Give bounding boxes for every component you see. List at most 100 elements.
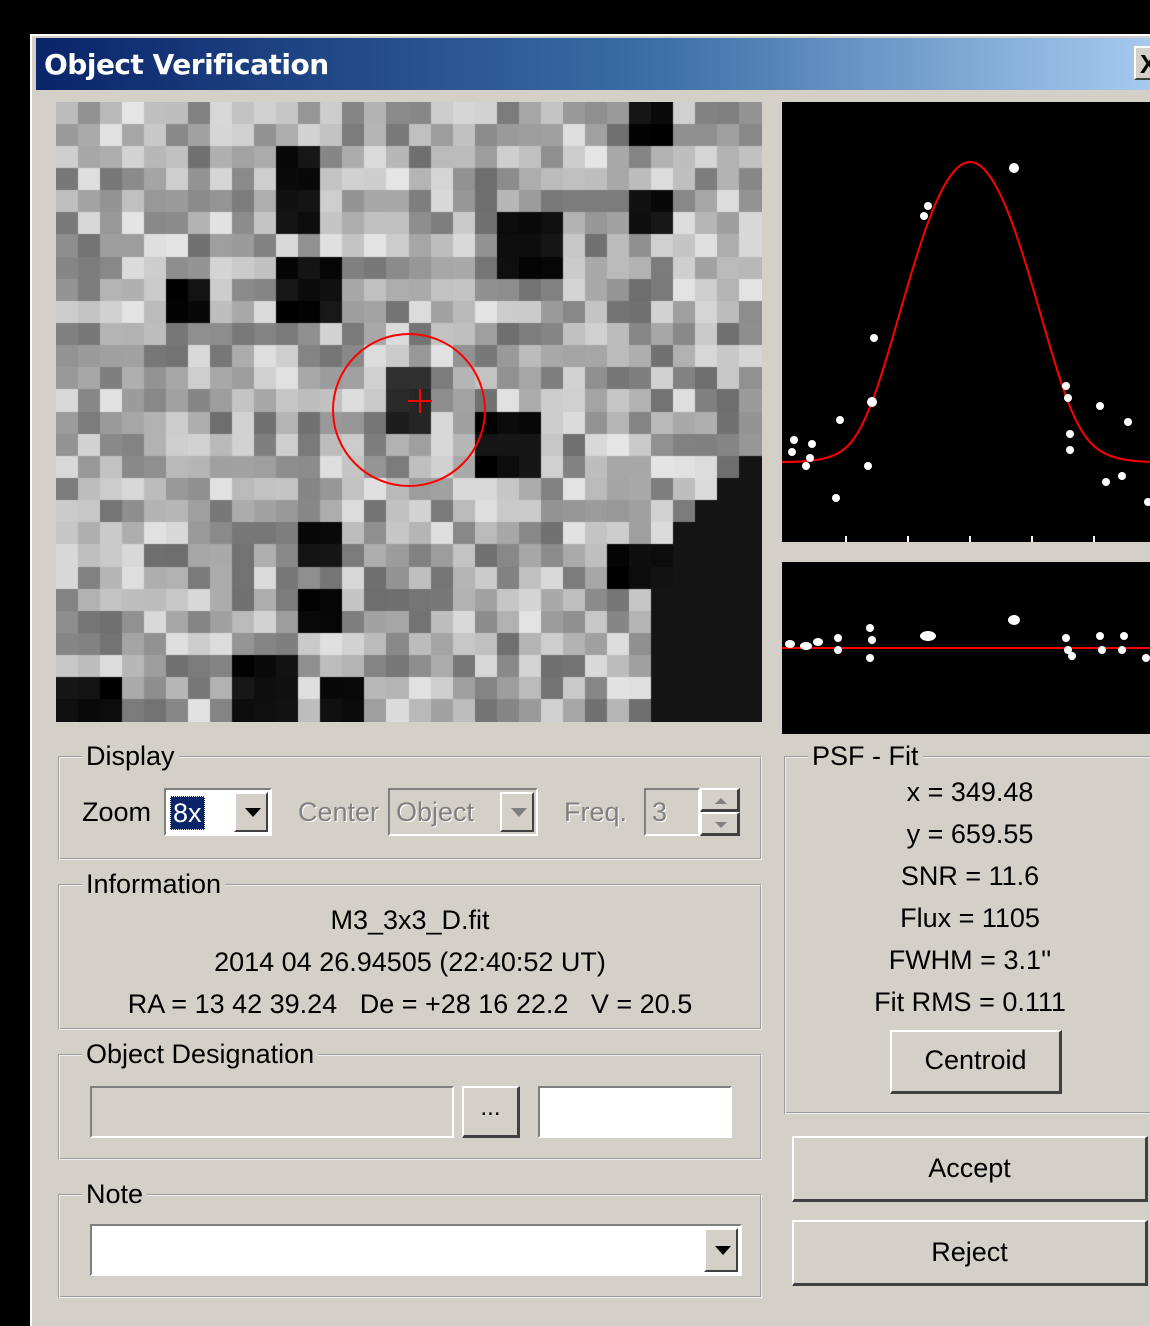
psf-snr: SNR = 11.6 <box>900 861 1040 891</box>
freq-value: 3 <box>652 797 668 827</box>
chevron-down-icon <box>500 792 534 832</box>
note-legend: Note <box>82 1178 148 1210</box>
profile-points <box>788 163 1150 506</box>
residual-svg <box>782 615 1150 662</box>
profile-point <box>1064 394 1072 402</box>
profile-point <box>836 416 844 424</box>
psf-x: x = 349.48 <box>906 777 1034 807</box>
residual-point <box>866 624 874 632</box>
info-coords: RA = 13 42 39.24 De = +28 16 22.2 V = 20… <box>127 989 693 1019</box>
profile-point <box>864 462 872 470</box>
residual-point <box>1064 646 1072 654</box>
psf-fwhm: FWHM = 3.1'' <box>888 945 1052 975</box>
designation-field-2[interactable] <box>538 1086 732 1138</box>
residual-point <box>834 634 842 642</box>
residual-point <box>1062 634 1070 642</box>
note-group: Note <box>58 1178 762 1298</box>
accept-button[interactable]: Accept <box>792 1136 1148 1202</box>
profile-point <box>1009 163 1019 173</box>
image-viewer[interactable] <box>56 102 762 722</box>
profile-point <box>832 494 840 502</box>
target-overlay <box>332 333 486 487</box>
designation-group: Object Designation ... <box>58 1038 762 1160</box>
info-datetime: 2014 04 26.94505 (22:40:52 UT) <box>214 947 606 977</box>
accept-label: Accept <box>928 1153 1011 1183</box>
profile-point <box>920 212 928 220</box>
designation-field-1[interactable] <box>90 1086 454 1138</box>
profile-point <box>808 440 816 448</box>
residual-point <box>1118 646 1126 654</box>
profile-point <box>1066 446 1074 454</box>
star-image <box>56 102 762 722</box>
psf-fit-group: PSF - Fit x = 349.48 y = 659.55 SNR = 11… <box>784 740 1150 1114</box>
profile-point <box>1066 430 1074 438</box>
profile-point <box>1102 478 1110 486</box>
reject-button[interactable]: Reject <box>792 1220 1148 1286</box>
profile-point <box>806 454 814 462</box>
note-select[interactable] <box>90 1224 742 1276</box>
residual-point <box>1098 646 1106 654</box>
profile-point <box>788 448 796 456</box>
residual-point <box>1096 632 1104 640</box>
psf-rms: Fit RMS = 0.111 <box>874 987 1066 1017</box>
residual-point <box>800 642 812 650</box>
residual-points <box>785 615 1150 662</box>
profile-point <box>1062 382 1070 390</box>
browse-button-label: ... <box>480 1094 501 1121</box>
profile-point <box>1118 472 1126 480</box>
profile-point <box>1124 418 1132 426</box>
window-title: Object Verification <box>44 48 329 81</box>
residual-point <box>1008 615 1020 625</box>
chevron-down-icon[interactable] <box>234 792 268 832</box>
psf-profile-plot <box>782 102 1150 542</box>
freq-input[interactable]: 3 <box>644 788 700 836</box>
residual-point <box>868 636 876 644</box>
gaussian-fit-curve <box>782 160 1150 463</box>
center-select[interactable]: Object <box>388 788 538 836</box>
info-filename: M3_3x3_D.fit <box>330 905 490 935</box>
spin-down-icon[interactable] <box>700 812 740 836</box>
residual-point <box>1120 632 1128 640</box>
title-bar[interactable]: Object Verification X <box>36 38 1150 90</box>
center-value: Object <box>396 797 475 827</box>
reject-label: Reject <box>931 1237 1008 1267</box>
chevron-down-icon[interactable] <box>704 1228 738 1272</box>
zoom-label: Zoom <box>82 797 152 827</box>
designation-legend: Object Designation <box>82 1038 319 1070</box>
profile-point <box>870 334 878 342</box>
information-legend: Information <box>82 868 226 900</box>
display-legend: Display <box>82 740 179 772</box>
display-group: Display Zoom 8x Center Object Freq. 3 <box>58 740 762 860</box>
center-label: Center <box>298 797 380 827</box>
residual-point <box>1142 654 1150 662</box>
profile-point <box>867 397 877 407</box>
browse-button[interactable]: ... <box>462 1086 520 1138</box>
psf-legend: PSF - Fit <box>808 740 923 772</box>
zoom-value: 8x <box>170 796 205 830</box>
residual-point <box>920 631 936 641</box>
profile-point <box>1096 402 1104 410</box>
aperture-circle <box>332 333 486 487</box>
information-group: Information M3_3x3_D.fit 2014 04 26.9450… <box>58 868 762 1030</box>
residual-point <box>866 654 874 662</box>
zoom-select[interactable]: 8x <box>164 788 272 836</box>
psf-flux: Flux = 1105 <box>900 903 1040 933</box>
spin-up-icon[interactable] <box>700 788 740 812</box>
residual-point <box>1068 652 1076 660</box>
freq-label: Freq. <box>564 797 628 827</box>
profile-point <box>1144 498 1150 506</box>
close-icon[interactable]: X <box>1134 46 1150 80</box>
residual-plot <box>782 562 1150 734</box>
centroid-button[interactable]: Centroid <box>890 1030 1062 1094</box>
residual-point <box>813 638 823 646</box>
residual-point <box>834 646 842 654</box>
psf-y: y = 659.55 <box>906 819 1034 849</box>
profile-point <box>802 462 810 470</box>
x-ticks <box>845 536 1095 542</box>
profile-point <box>790 436 798 444</box>
centroid-label: Centroid <box>924 1045 1027 1075</box>
profile-point <box>924 202 932 210</box>
freq-spinner[interactable] <box>700 788 740 836</box>
residual-point <box>785 640 795 648</box>
profile-svg <box>782 160 1150 542</box>
